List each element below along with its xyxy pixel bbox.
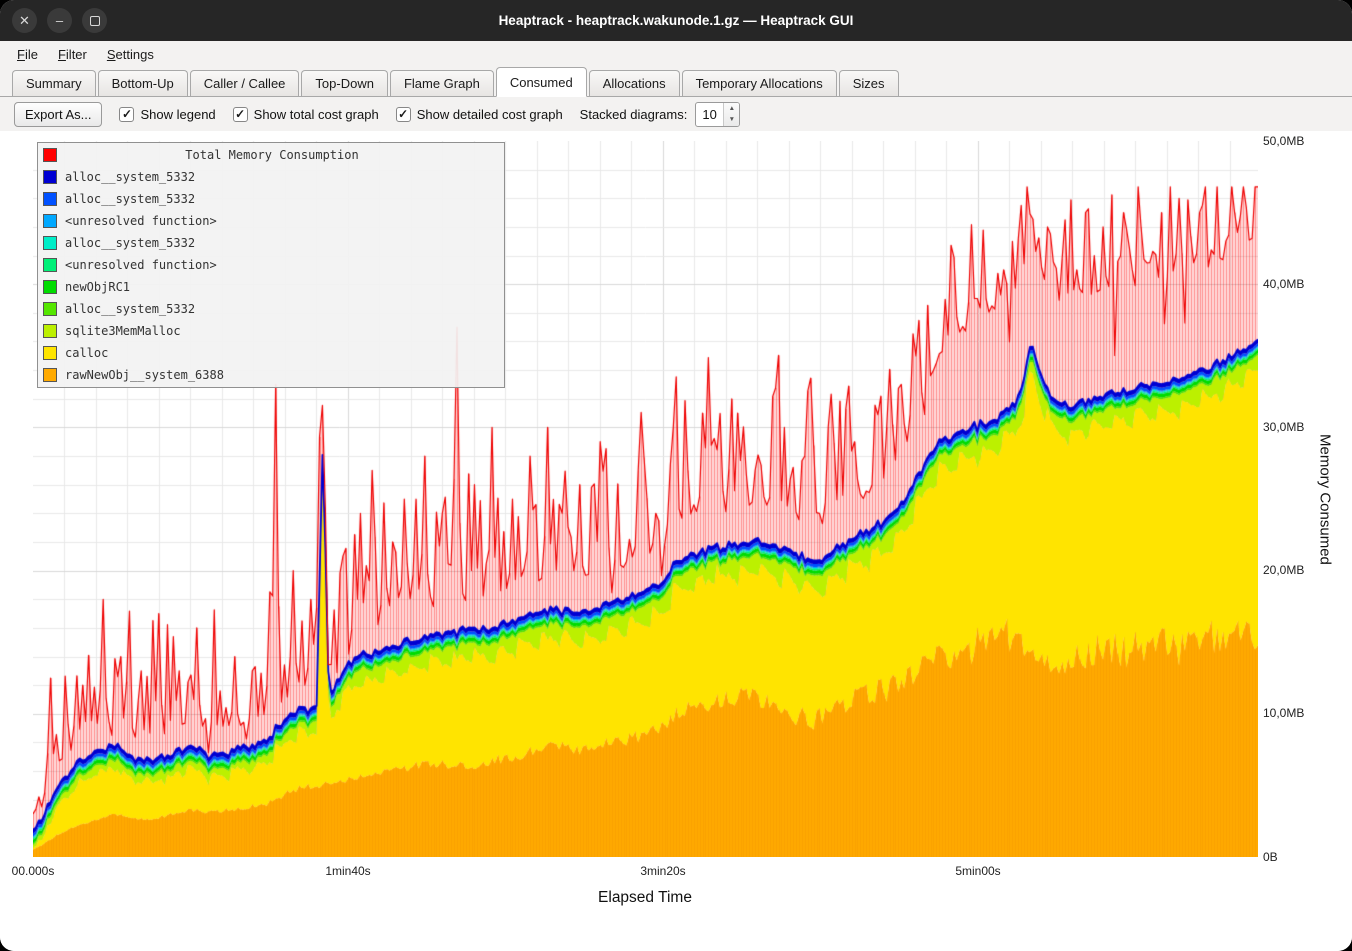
legend-label: alloc__system_5332 <box>65 192 196 206</box>
tab-flame-graph[interactable]: Flame Graph <box>389 70 494 96</box>
legend-swatch <box>43 368 57 382</box>
checkbox-check-icon: ✓ <box>119 106 135 122</box>
window-title: Heaptrack - heaptrack.wakunode.1.gz — He… <box>498 13 854 28</box>
y-axis-tick: 50,0MB <box>1263 134 1305 148</box>
tab-consumed[interactable]: Consumed <box>495 67 587 97</box>
legend-item: alloc__system_5332 <box>38 232 504 254</box>
y-axis-tick: 30,0MB <box>1263 420 1305 434</box>
maximize-button[interactable] <box>82 8 107 33</box>
close-icon: ✕ <box>19 13 30 28</box>
spin-up-icon[interactable]: ▲ <box>728 104 736 112</box>
spinner-buttons: ▲ ▼ <box>723 102 740 126</box>
legend-swatch <box>43 214 57 228</box>
legend-title: Total Memory Consumption <box>185 148 359 162</box>
export-as-button[interactable]: Export As... <box>14 101 103 127</box>
menu-filter[interactable]: Filter <box>57 47 87 62</box>
legend-swatch <box>43 302 57 316</box>
legend-label: alloc__system_5332 <box>65 302 196 316</box>
legend-swatch <box>43 192 57 206</box>
window-controls: ✕ – <box>12 0 107 41</box>
legend-label: <unresolved function> <box>65 214 217 228</box>
legend-item: newObjRC1 <box>38 276 504 298</box>
maximize-icon <box>89 15 100 26</box>
spin-down-icon[interactable]: ▼ <box>728 116 736 124</box>
y-axis-tick: 0B <box>1263 850 1278 864</box>
y-axis-tick: 40,0MB <box>1263 277 1305 291</box>
tab-caller-callee[interactable]: Caller / Callee <box>189 70 300 96</box>
tab-temporary-allocations[interactable]: Temporary Allocations <box>681 70 837 96</box>
legend-swatch <box>43 258 57 272</box>
checkbox-check-icon: ✓ <box>395 106 411 122</box>
stacked-diagrams-value: 10 <box>702 106 717 122</box>
show-detailed-cost-checkbox[interactable]: ✓ Show detailed cost graph <box>395 106 563 122</box>
legend-swatch <box>43 324 57 338</box>
legend-title-row: Total Memory Consumption <box>38 144 504 166</box>
stacked-diagrams-spinner[interactable]: 10 ▲ ▼ <box>695 101 741 127</box>
titlebar: ✕ – Heaptrack - heaptrack.wakunode.1.gz … <box>0 0 1352 41</box>
legend-item: rawNewObj__system_6388 <box>38 364 504 386</box>
legend-label: sqlite3MemMalloc <box>65 324 181 338</box>
x-axis-tick: 00.000s <box>11 864 55 878</box>
stacked-diagrams-label: Stacked diagrams: <box>579 106 688 122</box>
tab-allocations[interactable]: Allocations <box>588 70 680 96</box>
x-axis-tick: 5min00s <box>955 864 1001 878</box>
show-total-cost-checkbox[interactable]: ✓ Show total cost graph <box>232 106 379 122</box>
legend-label: <unresolved function> <box>65 258 217 272</box>
checkbox-check-icon: ✓ <box>232 106 248 122</box>
menu-settings[interactable]: Settings <box>106 47 154 62</box>
tab-top-down[interactable]: Top-Down <box>301 70 388 96</box>
legend-swatch-total <box>43 148 57 162</box>
minimize-button[interactable]: – <box>47 8 72 33</box>
x-axis-tick: 3min20s <box>640 864 686 878</box>
x-axis-tick: 1min40s <box>325 864 371 878</box>
legend-item: <unresolved function> <box>38 254 504 276</box>
menu-bar: File Filter Settings <box>0 41 1352 68</box>
checkbox-label: Show total cost graph <box>253 106 379 122</box>
legend-item: alloc__system_5332 <box>38 188 504 210</box>
legend-item: sqlite3MemMalloc <box>38 320 504 342</box>
tab-summary[interactable]: Summary <box>12 70 96 96</box>
legend-item: alloc__system_5332 <box>38 166 504 188</box>
menu-file[interactable]: File <box>17 47 38 62</box>
legend-label: calloc <box>65 346 109 360</box>
legend-swatch <box>43 280 57 294</box>
chart-legend: Total Memory Consumption alloc__system_5… <box>37 142 505 388</box>
legend-label: newObjRC1 <box>65 280 131 294</box>
minimize-icon: – <box>55 13 64 28</box>
y-axis-title: Memory Consumed <box>1316 433 1334 565</box>
legend-label: alloc__system_5332 <box>65 236 196 250</box>
legend-swatch <box>43 236 57 250</box>
x-axis-title: Elapsed Time <box>598 889 692 906</box>
y-axis-tick: 10,0MB <box>1263 706 1305 720</box>
close-button[interactable]: ✕ <box>12 8 37 33</box>
legend-label: rawNewObj__system_6388 <box>65 368 224 382</box>
checkbox-label: Show detailed cost graph <box>416 106 563 122</box>
chart-area: Total Memory Consumption alloc__system_5… <box>0 131 1352 951</box>
y-axis-tick: 20,0MB <box>1263 563 1305 577</box>
tab-bar: Summary Bottom-Up Caller / Callee Top-Do… <box>0 67 1352 97</box>
legend-swatch <box>43 170 57 184</box>
legend-item: <unresolved function> <box>38 210 504 232</box>
tab-bottom-up[interactable]: Bottom-Up <box>97 70 188 96</box>
legend-item: calloc <box>38 342 504 364</box>
show-legend-checkbox[interactable]: ✓ Show legend <box>119 106 216 122</box>
legend-swatch <box>43 346 57 360</box>
legend-label: alloc__system_5332 <box>65 170 196 184</box>
checkbox-label: Show legend <box>140 106 216 122</box>
legend-item: alloc__system_5332 <box>38 298 504 320</box>
toolbar: Export As... ✓ Show legend ✓ Show total … <box>0 97 1352 131</box>
tab-sizes[interactable]: Sizes <box>838 70 899 96</box>
